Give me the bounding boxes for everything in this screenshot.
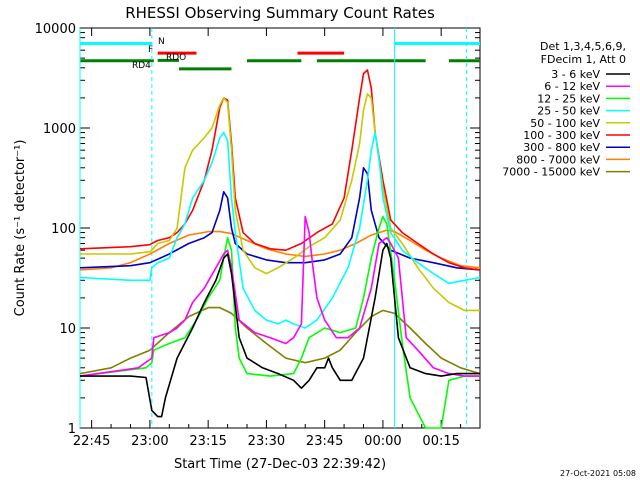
series-line — [79, 69, 481, 271]
y-axis-label: Count Rate (s⁻¹ detector⁻¹) — [13, 140, 28, 317]
series-line — [79, 167, 481, 271]
y-tick-label: 10000 — [35, 22, 76, 37]
y-tick-label: 100 — [51, 222, 76, 237]
legend-header: Det 1,3,4,5,6,9, — [540, 40, 626, 53]
y-tick-label: 1000 — [43, 122, 76, 137]
legend-entry: 12 - 25 keV — [537, 92, 600, 105]
chart-title: RHESSI Observing Summary Count Rates — [125, 4, 435, 22]
legend-entry: 3 - 6 keV — [551, 68, 600, 81]
series-line — [79, 215, 480, 377]
flag-label: RDO — [166, 53, 186, 63]
y-tick-label: 10 — [59, 322, 76, 337]
flag-label: F — [148, 45, 153, 55]
legend-entry: 100 - 300 keV — [523, 129, 600, 142]
x-tick-label: 23:45 — [306, 434, 343, 449]
series-lines — [79, 69, 481, 429]
x-tick-label: 23:30 — [248, 434, 285, 449]
series-line — [79, 306, 481, 375]
x-axis-label: Start Time (27-Dec-03 22:39:42) — [174, 457, 386, 472]
legend-entry: 25 - 50 keV — [537, 105, 600, 118]
x-tick-label: 00:00 — [364, 434, 401, 449]
legend-entry: 300 - 800 keV — [523, 141, 600, 154]
legend-header: FDecim 1, Att 0 — [541, 53, 626, 66]
series-line — [79, 131, 481, 329]
legend-entry: 6 - 12 keV — [544, 80, 600, 93]
legend-entry: 50 - 100 keV — [530, 117, 600, 130]
series-line — [80, 242, 480, 418]
x-tick-label: 00:15 — [422, 434, 459, 449]
flag-label: N — [158, 37, 165, 47]
plot-axes: 22:45 23:00 23:15 23:30 23:45 00:00 00:15 1 10 10… — [35, 22, 481, 449]
series-line — [80, 93, 480, 312]
y-tick-label: 1 — [68, 422, 76, 437]
flag-bars: NF RDO RD4 — [80, 37, 480, 71]
flag-label: RD4 — [132, 61, 151, 71]
x-tick-label: 22:45 — [73, 434, 110, 449]
x-tick-label: 23:15 — [189, 434, 226, 449]
series-line — [79, 229, 481, 271]
vertical-markers — [79, 28, 467, 428]
legend-entry: 800 - 7000 keV — [516, 153, 600, 166]
legend-entry: 7000 - 15000 keV — [502, 166, 600, 179]
legend: Det 1,3,4,5,6,9,FDecim 1, Att 0 3 - 6 keV… — [502, 40, 630, 179]
x-tick-label: 23:00 — [131, 434, 168, 449]
footer-date: 27-Oct-2021 05:08 — [560, 469, 636, 478]
